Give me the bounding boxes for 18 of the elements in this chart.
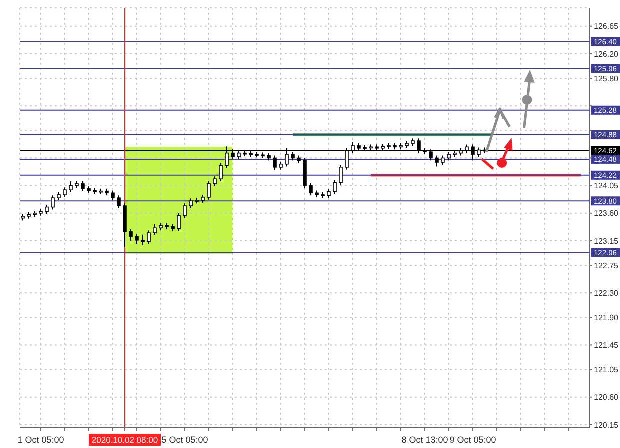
x-tick-label: 8 Oct 13:00 [402, 435, 448, 445]
y-tick-label: 120.15 [594, 420, 620, 430]
y-tick-label: 122.30 [594, 288, 620, 298]
y-tick-label: 124.05 [594, 182, 620, 191]
y-tick-label: 122.75 [594, 261, 620, 270]
y-tick-label: 126.20 [594, 50, 620, 59]
x-tick-label: 5 Oct 05:00 [162, 435, 208, 445]
x-tick-label: 9 Oct 05:00 [450, 435, 496, 445]
y-tick-label: 123.60 [594, 209, 620, 218]
y-tick-label: 125.80 [594, 74, 620, 84]
y-tick-label: 121.45 [594, 341, 620, 350]
y-tick-label: 121.05 [594, 366, 620, 375]
y-tick-label: 126.65 [594, 22, 620, 32]
y-tick-label: 123.15 [594, 236, 620, 246]
y-tick-label: 120.60 [594, 393, 620, 402]
y-tick-label: 121.90 [594, 313, 620, 322]
x-tick-label: 1 Oct 05:00 [18, 435, 64, 445]
x-tick-label: 2020.10.02 08:00 [92, 435, 158, 445]
